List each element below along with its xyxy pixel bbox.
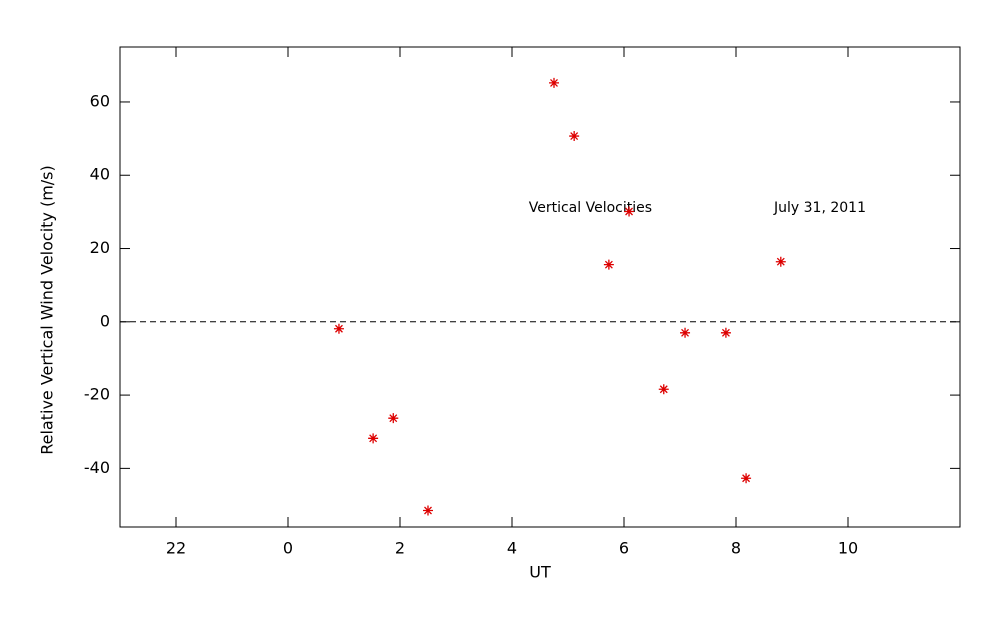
y-tick-label: 40 [90,165,110,184]
y-tick-label: 0 [100,311,110,330]
data-point [423,505,433,516]
data-point [388,413,399,424]
data-point [720,327,731,338]
y-tick-label: 60 [90,91,110,110]
x-tick-label: 8 [731,539,741,558]
data-point [741,473,752,484]
data-point [368,433,379,444]
annotation: July 31, 2011 [773,200,866,216]
x-tick-label: 22 [166,539,186,558]
data-point [658,384,669,395]
data-point [333,323,344,334]
y-tick-label: -40 [84,458,110,477]
x-tick-label: 2 [395,539,405,558]
annotation: Vertical Velocities [529,200,652,216]
x-tick-label: 4 [507,539,517,558]
plot-frame [119,46,961,528]
data-point [775,256,786,267]
x-tick-label: 10 [838,539,858,558]
data-point [624,206,635,217]
x-axis-label: UT [529,563,551,582]
data-point [569,131,580,142]
y-axis-label: Relative Vertical Wind Velocity (m/s) [38,165,57,455]
y-tick-label: -20 [84,385,110,404]
data-point [680,327,691,338]
x-tick-label: 6 [619,539,629,558]
data-point [549,77,559,88]
data-point [603,259,614,270]
x-tick-label: 0 [283,539,293,558]
y-tick-label: 20 [90,238,110,257]
